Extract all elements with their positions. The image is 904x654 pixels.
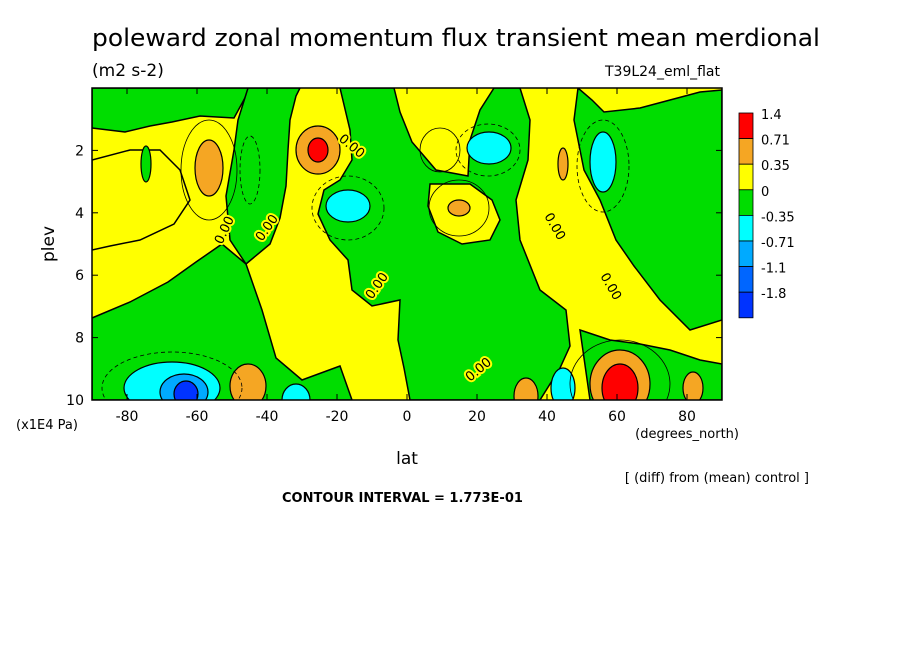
y-axis: 2 4 6 8 10 (66, 143, 722, 409)
legend-label: 0.35 (761, 159, 790, 174)
legend-label: 0 (761, 185, 769, 200)
x-tick-label: 40 (538, 409, 556, 425)
thin-contour (180, 119, 238, 221)
nh-surface-red-max (601, 363, 639, 400)
nh-cyan-min (589, 131, 617, 193)
x-tick-label: -40 (256, 409, 279, 425)
x-axis-units: (degrees_north) (635, 427, 739, 442)
trop-orange-max (447, 199, 471, 217)
legend-label: -1.8 (761, 287, 786, 302)
nh-surface-cyan-min (550, 367, 576, 400)
region-tropics-negative (317, 88, 571, 400)
legend-label: -0.35 (761, 210, 795, 225)
legend-label: -1.1 (761, 262, 786, 277)
sh-surface-blue-min (173, 380, 199, 400)
extrema (123, 125, 704, 400)
legend-swatch (738, 163, 754, 191)
region-sh-upper-negative (225, 88, 301, 266)
x-tick-label: 80 (678, 409, 696, 425)
color-legend: 1.4 0.71 0.35 0 -0.35 -0.71 -1.1 -1.8 (738, 108, 795, 319)
chart-title: poleward zonal momentum flux transient m… (92, 24, 820, 52)
contour-interval: CONTOUR INTERVAL = 1.773E-01 (282, 491, 523, 506)
positive-pockets (92, 149, 501, 251)
sh-surface-cyan-small (281, 383, 311, 400)
sh-upper-orange-max (194, 139, 224, 197)
y-tick-label: 4 (75, 206, 84, 222)
sh-surface-orange-max (229, 363, 267, 400)
legend-swatch (738, 214, 754, 242)
legend-swatch (738, 189, 754, 216)
y-tick-label: 6 (75, 268, 84, 284)
legend-swatch (738, 266, 754, 293)
x-axis: -80 -60 -40 -20 0 20 40 60 80 (116, 88, 696, 425)
legend-label: 0.71 (761, 134, 790, 149)
legend-swatch (738, 138, 754, 165)
nh-orange-max (557, 147, 569, 181)
thin-contours (101, 119, 671, 400)
legend-swatch (738, 240, 754, 268)
thin-contour (101, 351, 243, 400)
x-tick-label: 20 (468, 409, 486, 425)
units-label: (m2 s-2) (92, 61, 164, 81)
legend-swatch (738, 112, 754, 140)
x-tick-label: -80 (116, 409, 139, 425)
y-tick-label: 8 (75, 331, 84, 347)
thin-contour (455, 123, 521, 177)
y-axis-units: (x1E4 Pa) (16, 418, 78, 433)
legend-label: -0.71 (761, 236, 795, 251)
y-tick-label: 2 (75, 143, 84, 159)
nh-surface-orange-small (513, 377, 539, 400)
sh-mid-cyan-min (325, 189, 371, 223)
thin-contour (239, 135, 261, 205)
thin-contour (576, 119, 630, 213)
y-axis-label: plev (39, 226, 59, 262)
plot-area: 0.00 0.00 0.00 0.00 0.00 0.00 0.00 (92, 88, 722, 400)
run-label: T39L24_eml_flat (604, 64, 721, 80)
region-sh-lower-negative (92, 243, 353, 400)
legend-swatch (738, 291, 754, 319)
x-tick-label: -20 (326, 409, 349, 425)
thin-contour (311, 175, 385, 241)
nh-jet-cyan-min (466, 131, 512, 165)
x-tick-label: -60 (186, 409, 209, 425)
x-tick-label: 60 (608, 409, 626, 425)
x-axis-label: lat (396, 449, 418, 469)
y-tick-label: 10 (66, 393, 84, 409)
thin-contour (419, 127, 461, 173)
diff-note: [ (diff) from (mean) control ] (625, 471, 809, 486)
nh-polar-orange-max (682, 371, 704, 400)
sh-jet-red-max (307, 137, 329, 163)
thin-contour (428, 179, 490, 237)
sh-polar-green-min (140, 145, 152, 183)
x-tick-label: 0 (403, 409, 412, 425)
legend-label: 1.4 (761, 108, 782, 123)
thin-contour (569, 339, 671, 400)
